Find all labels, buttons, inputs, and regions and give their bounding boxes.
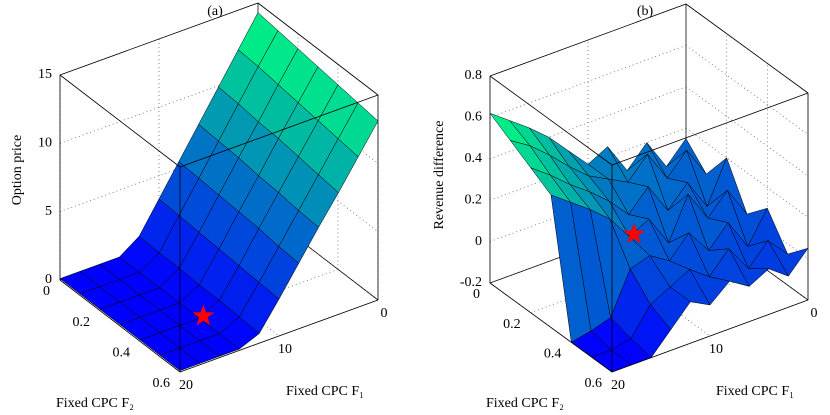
z-tick-label: -0.2 <box>460 275 482 290</box>
chart-title: (a) <box>207 4 223 19</box>
y-tick-label: 0.4 <box>113 346 131 361</box>
x-tick-label: 0 <box>381 306 388 321</box>
x-axis-label: Fixed CPC F₁ <box>286 384 364 399</box>
grid-line <box>685 45 809 135</box>
y-tick-label: 0 <box>473 287 480 302</box>
chart-title: (b) <box>637 4 654 19</box>
z-tick-label: 5 <box>45 204 52 219</box>
box-edge <box>489 3 687 77</box>
z-tick-label: 10 <box>38 136 52 151</box>
box-edge <box>489 282 613 373</box>
z-tick-label: 0 <box>475 234 482 249</box>
box-edge <box>59 2 259 76</box>
x-tick-label: 10 <box>709 342 723 357</box>
y-axis-label: Fixed CPC F₂ <box>486 396 564 411</box>
x-tick-label: 0 <box>811 306 818 321</box>
grid-line <box>489 45 687 118</box>
x-tick-label: 20 <box>179 378 193 393</box>
box-edge <box>257 2 379 96</box>
x-axis-label: Fixed CPC F₁ <box>716 384 794 399</box>
x-tick-label: 20 <box>611 378 625 393</box>
z-tick-label: 0.6 <box>465 110 483 125</box>
x-tick-label: 10 <box>278 342 292 357</box>
y-axis-label: Fixed CPC F₂ <box>56 396 134 411</box>
box-edge <box>685 3 809 94</box>
z-axis-label: Revenue difference <box>432 121 447 230</box>
z-tick-label: 0.2 <box>465 192 483 207</box>
box-edge <box>611 92 809 166</box>
y-tick-label: 0.6 <box>585 376 603 391</box>
box-edge <box>179 299 379 373</box>
box-edge <box>611 299 809 373</box>
z-tick-label: 0.4 <box>465 151 483 166</box>
y-tick-label: 0.6 <box>153 376 171 391</box>
y-tick-label: 0 <box>43 284 50 299</box>
z-tick-label: 0.8 <box>465 68 483 83</box>
box-edge <box>179 94 379 168</box>
z-tick-label: 0 <box>45 272 52 287</box>
marker-star <box>192 304 215 326</box>
box-edge <box>59 74 181 168</box>
marker-star <box>622 222 645 244</box>
box-edge <box>489 75 613 166</box>
z-axis-label: Option price <box>10 135 25 205</box>
box-edge <box>59 279 181 373</box>
y-tick-label: 0.4 <box>544 347 562 362</box>
y-tick-label: 0.2 <box>503 317 521 332</box>
z-tick-label: 15 <box>38 67 52 82</box>
y-tick-label: 0.2 <box>73 315 91 330</box>
